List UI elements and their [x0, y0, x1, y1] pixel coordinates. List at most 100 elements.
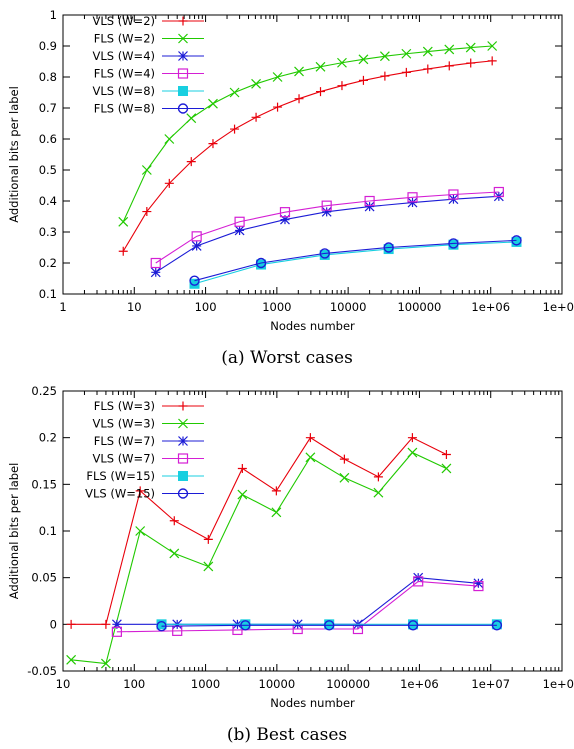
legend-label: FLS (W=7) — [94, 434, 155, 448]
legend-entry-4: FLS (W=15) — [86, 469, 204, 483]
data-point — [316, 87, 325, 96]
x-tick-label: 1e+06 — [471, 300, 510, 314]
data-point — [252, 79, 261, 88]
y-tick-label: 0.9 — [39, 39, 57, 53]
legend-marker — [179, 402, 188, 411]
data-point — [187, 114, 196, 123]
legend-label: FLS (W=8) — [94, 102, 155, 116]
series-1 — [119, 42, 497, 227]
y-tick-label: 0.2 — [39, 256, 57, 270]
series-line — [117, 578, 479, 625]
legend-entry-0: FLS (W=3) — [94, 399, 204, 413]
data-point — [316, 62, 325, 71]
data-point — [119, 247, 128, 256]
legend-label: FLS (W=4) — [94, 67, 155, 81]
legend-label: FLS (W=15) — [86, 469, 155, 483]
legend-entry-1: FLS (W=2) — [94, 32, 204, 46]
data-point — [238, 464, 247, 473]
x-axis-label: Nodes number — [270, 696, 355, 710]
legend-marker — [179, 437, 188, 446]
series-5 — [190, 236, 521, 285]
legend-label: VLS (W=3) — [92, 417, 155, 431]
data-point — [306, 453, 315, 462]
data-point — [359, 76, 368, 85]
data-point — [466, 59, 475, 68]
y-tick-label: 0.15 — [31, 477, 57, 491]
data-point — [252, 113, 261, 122]
series-4 — [190, 237, 521, 288]
x-tick-label: 1e+07 — [471, 677, 510, 691]
legend-label: VLS (W=4) — [92, 49, 155, 63]
chart-best-cases: 10 100 1000 10000 100000 1e+06 1e+07 1e+08 -0.05… — [7, 384, 574, 710]
legend-entry-3: VLS (W=7) — [92, 452, 204, 466]
legend-entry-3: FLS (W=4) — [94, 67, 204, 81]
data-point — [402, 68, 411, 77]
legend-entry-4: VLS (W=8) — [92, 84, 204, 98]
data-point — [272, 508, 281, 517]
data-point — [295, 67, 304, 76]
y-tick-label: 0.3 — [39, 225, 57, 239]
data-point — [408, 448, 417, 457]
data-point — [365, 202, 374, 211]
legend-label: VLS (W=8) — [92, 84, 155, 98]
series-line — [71, 438, 446, 625]
legend-label: VLS (W=2) — [92, 14, 155, 28]
y-tick-label: 0.1 — [39, 287, 57, 301]
data-point — [170, 549, 179, 558]
data-point — [142, 166, 151, 175]
data-point — [165, 135, 174, 144]
data-point — [273, 103, 282, 112]
data-point — [230, 125, 239, 134]
y-tick-label: 0.6 — [39, 132, 57, 146]
data-point — [67, 620, 76, 629]
data-point — [151, 268, 160, 277]
data-point — [337, 81, 346, 90]
x-tick-label: 1 — [59, 300, 66, 314]
legend-label: FLS (W=2) — [94, 32, 155, 46]
x-tick-label: 100 — [195, 300, 217, 314]
data-point — [204, 535, 213, 544]
x-tick-label: 10 — [56, 677, 71, 691]
legend-marker — [179, 472, 188, 481]
legend-label: VLS (W=7) — [92, 452, 155, 466]
legend-entry-1: VLS (W=3) — [92, 417, 204, 431]
series-line — [156, 196, 499, 272]
legend-entry-0: VLS (W=2) — [92, 14, 204, 28]
legend-entry-2: VLS (W=4) — [92, 49, 204, 63]
data-point — [101, 620, 110, 629]
x-tick-label: 1000 — [262, 300, 291, 314]
y-tick-label: 0.05 — [31, 571, 57, 585]
y-tick-label: 0.8 — [39, 70, 57, 84]
legend-label: FLS (W=3) — [94, 399, 155, 413]
y-tick-label: 0 — [50, 617, 57, 631]
y-tick-label: 0.5 — [39, 163, 57, 177]
x-tick-label: 100000 — [326, 677, 370, 691]
data-point — [380, 72, 389, 81]
x-tick-label: 10000 — [330, 300, 367, 314]
data-point — [442, 450, 451, 459]
data-point — [408, 198, 417, 207]
y-tick-label: 0.2 — [39, 431, 57, 445]
data-point — [238, 490, 247, 499]
data-point — [488, 56, 497, 65]
x-tick-label: 1000 — [191, 677, 220, 691]
caption-best-cases: (b) Best cases — [227, 725, 347, 745]
data-point — [192, 241, 201, 250]
y-tick-label: 0.1 — [39, 524, 57, 538]
caption-worst-cases: (a) Worst cases — [221, 348, 353, 368]
series-line — [195, 240, 517, 280]
data-point — [235, 226, 244, 235]
data-point — [423, 64, 432, 73]
legend-marker — [179, 87, 188, 96]
y-tick-label: 0.4 — [39, 194, 57, 208]
x-axis-label: Nodes number — [270, 319, 355, 333]
data-point — [273, 73, 282, 82]
x-tick-label: 10 — [127, 300, 142, 314]
data-point — [474, 579, 483, 588]
chart-worst-cases: 1 10 100 1000 10000 100000 1e+06 1e+07 0.1 0.2 0.3… — [7, 8, 574, 333]
data-point — [208, 99, 217, 108]
x-tick-label: 1e+07 — [543, 300, 574, 314]
data-point — [136, 527, 145, 536]
data-point — [119, 217, 128, 226]
